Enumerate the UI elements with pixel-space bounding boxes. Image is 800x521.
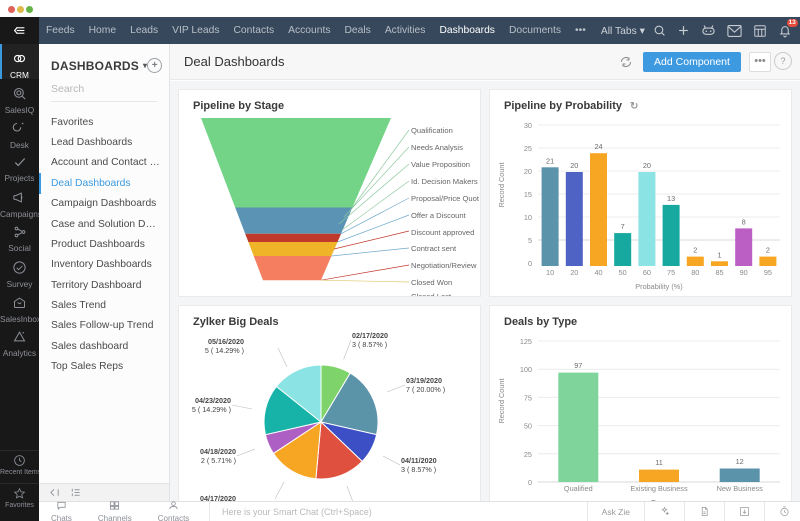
svg-text:5 ( 14.29% ): 5 ( 14.29% ) bbox=[192, 405, 231, 414]
svg-text:50: 50 bbox=[524, 422, 532, 431]
svg-text:Closed Lost: Closed Lost bbox=[411, 292, 452, 297]
svg-text:12: 12 bbox=[736, 457, 744, 466]
svg-text:03/19/2020: 03/19/2020 bbox=[406, 376, 442, 385]
svg-text:1: 1 bbox=[717, 250, 721, 259]
svg-text:2 ( 5.71% ): 2 ( 5.71% ) bbox=[201, 456, 236, 465]
svg-text:04/23/2020: 04/23/2020 bbox=[195, 396, 231, 405]
svg-text:11: 11 bbox=[655, 458, 663, 467]
svg-text:8: 8 bbox=[742, 217, 746, 226]
svg-text:80: 80 bbox=[691, 268, 699, 277]
svg-text:97: 97 bbox=[574, 361, 582, 370]
svg-text:30: 30 bbox=[524, 121, 532, 130]
svg-text:New Business: New Business bbox=[717, 484, 764, 493]
svg-text:Needs Analysis: Needs Analysis bbox=[411, 143, 463, 152]
svg-text:Value Proposition: Value Proposition bbox=[411, 160, 470, 169]
svg-text:20: 20 bbox=[570, 268, 578, 277]
svg-text:Qualified: Qualified bbox=[564, 484, 593, 493]
svg-text:75: 75 bbox=[667, 268, 675, 277]
svg-text:Id. Decision Makers: Id. Decision Makers bbox=[411, 177, 478, 186]
svg-text:25: 25 bbox=[524, 144, 532, 153]
svg-text:Offer a Discount: Offer a Discount bbox=[411, 211, 467, 220]
svg-text:0: 0 bbox=[528, 259, 532, 268]
svg-text:05/16/2020: 05/16/2020 bbox=[208, 337, 244, 346]
svg-text:20: 20 bbox=[570, 161, 578, 170]
svg-text:Contract sent: Contract sent bbox=[411, 244, 457, 253]
svg-text:7 ( 20.00% ): 7 ( 20.00% ) bbox=[406, 385, 445, 394]
svg-text:3 ( 8.57% ): 3 ( 8.57% ) bbox=[352, 340, 387, 349]
svg-text:40: 40 bbox=[594, 268, 602, 277]
svg-text:04/11/2020: 04/11/2020 bbox=[401, 456, 437, 465]
svg-text:2: 2 bbox=[693, 246, 697, 255]
svg-text:Probability (%): Probability (%) bbox=[635, 282, 682, 291]
svg-text:10: 10 bbox=[524, 213, 532, 222]
svg-text:75: 75 bbox=[524, 393, 532, 402]
svg-text:Discount approved: Discount approved bbox=[411, 228, 474, 237]
svg-text:5: 5 bbox=[528, 236, 532, 245]
svg-text:20: 20 bbox=[643, 161, 651, 170]
svg-text:25: 25 bbox=[524, 450, 532, 459]
svg-text:60: 60 bbox=[643, 268, 651, 277]
svg-text:Record Count: Record Count bbox=[497, 378, 506, 423]
svg-text:20: 20 bbox=[524, 167, 532, 176]
svg-text:5 ( 14.29% ): 5 ( 14.29% ) bbox=[205, 346, 244, 355]
svg-text:0: 0 bbox=[528, 478, 532, 487]
svg-text:13: 13 bbox=[667, 194, 675, 203]
svg-text:04/18/2020: 04/18/2020 bbox=[200, 447, 236, 456]
svg-text:Negotiation/Review: Negotiation/Review bbox=[411, 261, 477, 270]
svg-text:Record Count: Record Count bbox=[497, 162, 506, 207]
svg-text:Qualification: Qualification bbox=[411, 126, 453, 135]
svg-text:Closed Won: Closed Won bbox=[411, 278, 452, 287]
svg-text:21: 21 bbox=[546, 156, 554, 165]
svg-text:95: 95 bbox=[764, 268, 772, 277]
svg-text:24: 24 bbox=[594, 142, 602, 151]
svg-text:10: 10 bbox=[546, 268, 554, 277]
svg-text:7: 7 bbox=[621, 222, 625, 231]
svg-text:85: 85 bbox=[715, 268, 723, 277]
svg-text:Existing Business: Existing Business bbox=[630, 484, 688, 493]
svg-text:90: 90 bbox=[740, 268, 748, 277]
svg-text:Proposal/Price Quote: Proposal/Price Quote bbox=[411, 194, 479, 203]
svg-text:50: 50 bbox=[619, 268, 627, 277]
svg-text:02/17/2020: 02/17/2020 bbox=[352, 331, 388, 340]
svg-text:125: 125 bbox=[520, 337, 532, 346]
svg-text:2: 2 bbox=[766, 246, 770, 255]
svg-text:3 ( 8.57% ): 3 ( 8.57% ) bbox=[401, 465, 436, 474]
svg-text:15: 15 bbox=[524, 190, 532, 199]
svg-text:100: 100 bbox=[520, 365, 532, 374]
